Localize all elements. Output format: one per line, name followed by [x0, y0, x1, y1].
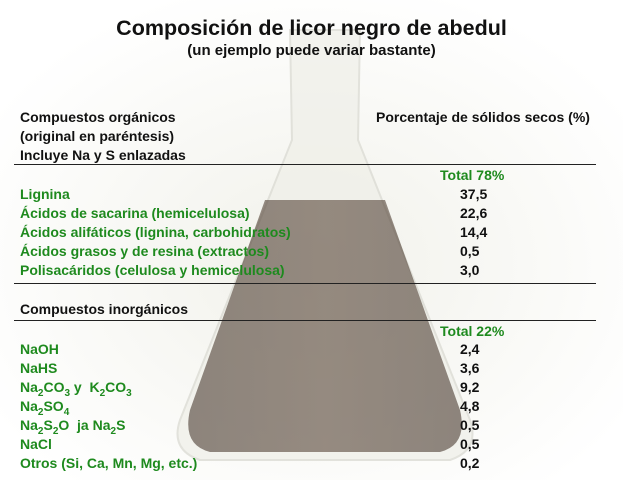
- inorganic-row-value: 0,5: [460, 417, 480, 433]
- organic-row-name: Ácidos de sacarina (hemicelulosa): [20, 205, 250, 221]
- organic-row-value: 0,5: [460, 243, 480, 259]
- inorganic-row-value: 3,6: [460, 360, 480, 376]
- organic-row-name: Ácidos alifáticos (lignina, carbohidrato…: [20, 224, 291, 240]
- organic-header: Compuestos orgánicos (original en parént…: [20, 108, 186, 165]
- organic-total: Total 78%: [440, 167, 505, 183]
- page-subtitle: (un ejemplo puede variar bastante): [187, 42, 436, 59]
- inorganic-row-value: 2,4: [460, 341, 480, 357]
- organic-row-name: Polisacáridos (celulosa y hemicelulosa): [20, 262, 285, 278]
- inorganic-row-name: NaCl: [20, 436, 52, 452]
- inorganic-total: Total 22%: [440, 323, 505, 339]
- inorganic-row-name: NaHS: [20, 360, 58, 376]
- inorganic-row-value: 0,5: [460, 436, 480, 452]
- organic-row-value: 3,0: [460, 262, 480, 278]
- inorganic-row-value: 0,2: [460, 455, 480, 471]
- organic-row-name: Ácidos grasos y de resina (extractos): [20, 243, 269, 259]
- inorganic-row-name: Na2CO3 y K2CO3: [20, 379, 132, 399]
- organic-row-value: 14,4: [460, 224, 488, 240]
- inorganic-row-name: Na2SO4: [20, 398, 70, 418]
- organic-header-line: (original en paréntesis): [20, 128, 175, 144]
- inorganic-row-name: Na2S2O ja Na2S: [20, 417, 126, 437]
- page-title: Composición de licor negro de abedul: [116, 16, 507, 40]
- section-divider: [14, 283, 596, 284]
- inorganic-row-value: 4,8: [460, 398, 480, 414]
- inorganic-divider: [14, 320, 596, 321]
- organic-row-value: 37,5: [460, 186, 488, 202]
- inorganic-row-name: Otros (Si, Ca, Mn, Mg, etc.): [20, 455, 198, 471]
- inorganic-row-name: NaOH: [20, 341, 59, 357]
- organic-row-value: 22,6: [460, 205, 488, 221]
- organic-header-line: Compuestos orgánicos: [20, 109, 176, 125]
- organic-divider: [14, 164, 596, 165]
- organic-header-line: Incluye Na y S enlazadas: [20, 147, 186, 163]
- value-column-header: Porcentaje de sólidos secos (%): [376, 109, 590, 125]
- inorganic-row-value: 9,2: [460, 379, 480, 395]
- organic-row-name: Lignina: [20, 186, 70, 202]
- inorganic-header: Compuestos inorgánicos: [20, 301, 189, 317]
